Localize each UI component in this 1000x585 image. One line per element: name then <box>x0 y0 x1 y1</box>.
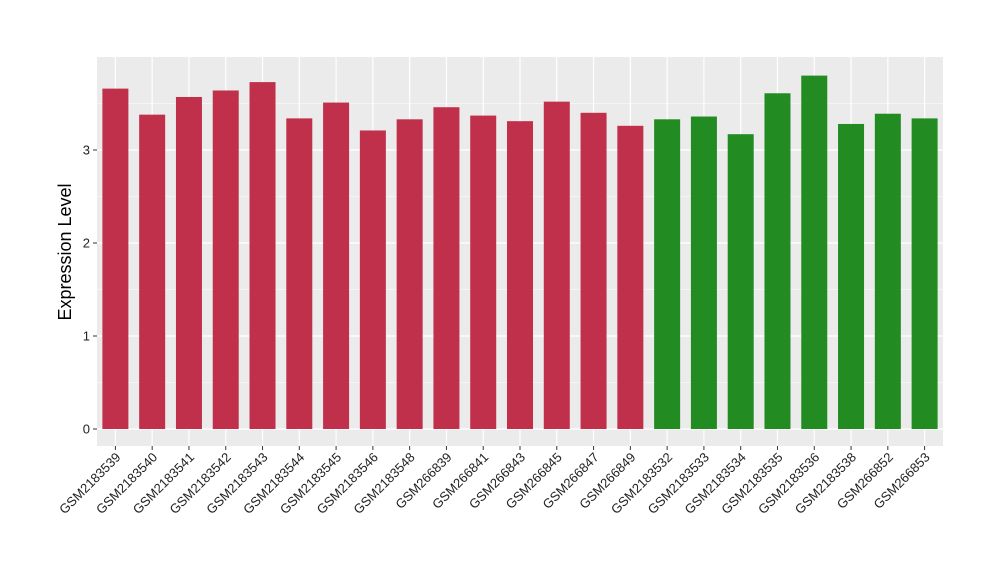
bars <box>102 75 938 430</box>
bar <box>764 93 791 430</box>
bar <box>838 123 865 430</box>
bar <box>286 118 313 429</box>
bar <box>543 101 570 429</box>
bar <box>249 82 276 430</box>
bar <box>690 116 717 430</box>
y-axis: 0 1 2 3 <box>83 143 97 437</box>
bar <box>580 112 607 430</box>
bar <box>727 134 754 429</box>
bar <box>175 96 202 430</box>
y-tick-label: 0 <box>83 422 90 437</box>
bar <box>212 90 239 429</box>
y-tick-label: 1 <box>83 329 90 344</box>
bar <box>507 121 533 430</box>
bar <box>911 118 938 429</box>
y-axis-title: Expression Level <box>55 183 75 320</box>
y-tick-label: 2 <box>83 236 90 251</box>
bar <box>139 114 166 429</box>
bar <box>874 113 901 429</box>
bar <box>102 88 129 430</box>
y-tick-label: 3 <box>83 143 90 158</box>
bar <box>470 115 497 429</box>
bar <box>433 107 460 429</box>
bar <box>359 130 386 429</box>
x-axis: GSM2183539GSM2183540GSM2183541GSM2183542… <box>56 446 933 517</box>
bar <box>801 75 828 429</box>
bar <box>396 119 423 429</box>
bar <box>654 119 681 429</box>
bar <box>617 125 644 429</box>
bar <box>323 102 350 429</box>
